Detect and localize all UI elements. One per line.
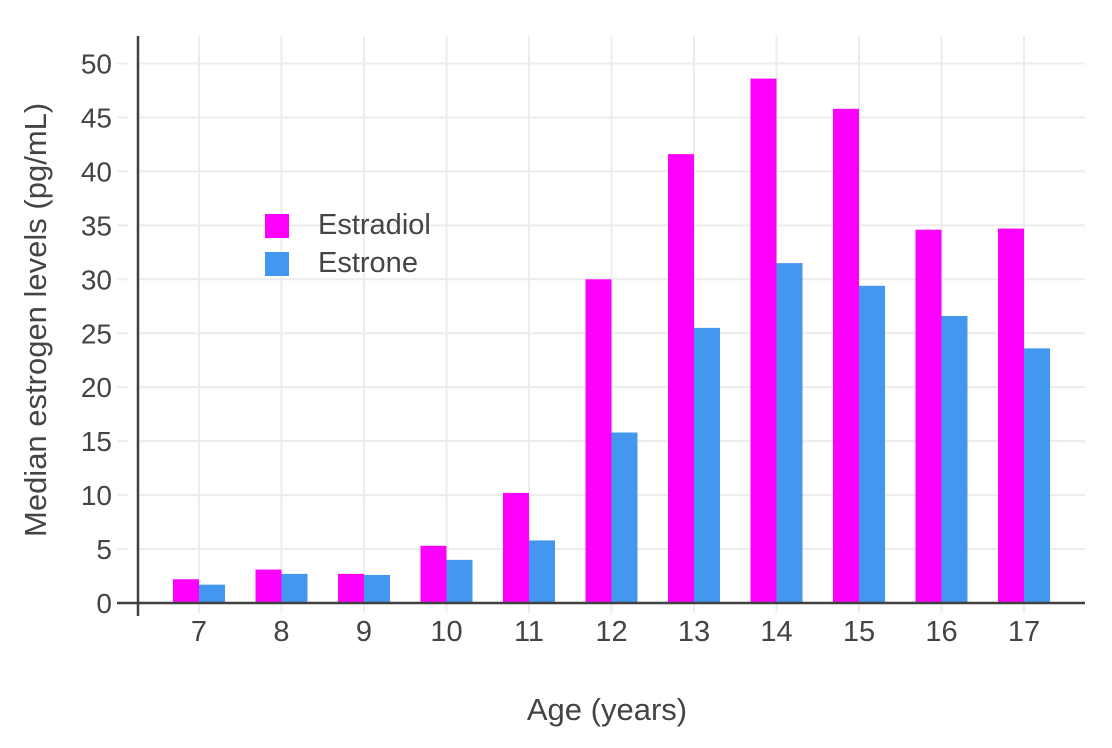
bar-estradiol-age-16: [915, 229, 942, 603]
legend: Estradiol Estrone: [265, 209, 431, 289]
bar-estradiol-age-10: [420, 545, 447, 603]
bar-estradiol-age-11: [503, 492, 529, 603]
legend-item-estrone[interactable]: Estrone: [265, 247, 431, 279]
bar-estradiol-age-9: [338, 573, 364, 603]
legend-label: Estradiol: [318, 209, 431, 241]
bar-estradiol-age-14: [750, 78, 777, 603]
y-tick-label: 0: [96, 588, 112, 619]
y-tick-label: 5: [96, 534, 112, 565]
bar-estrone-age-13: [694, 327, 720, 603]
bar-estrone-age-8: [281, 573, 308, 603]
x-tick-label: 15: [843, 616, 875, 648]
bar-estrone-age-15: [859, 285, 885, 603]
y-tick-label: 35: [81, 210, 112, 241]
x-tick-label: 12: [595, 616, 627, 648]
x-tick-label: 8: [273, 616, 289, 648]
y-axis-title: Median estrogen levels (pg/mL): [18, 102, 53, 538]
y-tick-label: 15: [81, 426, 112, 457]
estradiol-swatch-icon: [265, 213, 289, 238]
x-tick-label: 17: [1008, 616, 1040, 648]
x-tick-label: 16: [925, 616, 957, 648]
x-tick-label: 7: [191, 616, 207, 648]
legend-label: Estrone: [318, 247, 418, 279]
bar-estrone-age-14: [776, 263, 803, 603]
y-tick-label: 10: [81, 480, 112, 511]
y-tick-label: 50: [81, 49, 112, 80]
bar-estrone-age-11: [529, 540, 555, 603]
bar-estrone-age-16: [941, 315, 968, 603]
x-tick-label: 13: [678, 616, 710, 648]
estrone-swatch-icon: [265, 251, 289, 276]
x-axis-title: Age (years): [526, 692, 688, 727]
y-tick-label: 30: [81, 264, 112, 295]
bar-estrone-age-7: [199, 584, 225, 603]
bar-estradiol-age-12: [585, 279, 612, 603]
bar-estradiol-age-17: [998, 228, 1024, 603]
bar-estradiol-age-15: [833, 108, 859, 604]
bar-estradiol-age-7: [173, 579, 199, 603]
x-tick-label: 9: [356, 616, 372, 648]
y-tick-label: 40: [81, 156, 112, 187]
bar-estradiol-age-8: [255, 569, 282, 603]
x-tick-label: 10: [430, 616, 462, 648]
y-tick-label: 20: [81, 372, 112, 403]
bar-estrone-age-17: [1024, 348, 1050, 603]
bar-estrone-age-10: [446, 559, 473, 603]
bar-estradiol-age-13: [668, 154, 694, 604]
x-tick-label: 14: [760, 616, 792, 648]
legend-item-estradiol[interactable]: Estradiol: [265, 209, 431, 241]
x-tick-label: 11: [514, 616, 544, 648]
y-tick-label: 45: [81, 102, 112, 133]
y-tick-label: 25: [81, 318, 112, 349]
bar-estrone-age-12: [611, 432, 638, 603]
bar-estrone-age-9: [364, 574, 390, 603]
